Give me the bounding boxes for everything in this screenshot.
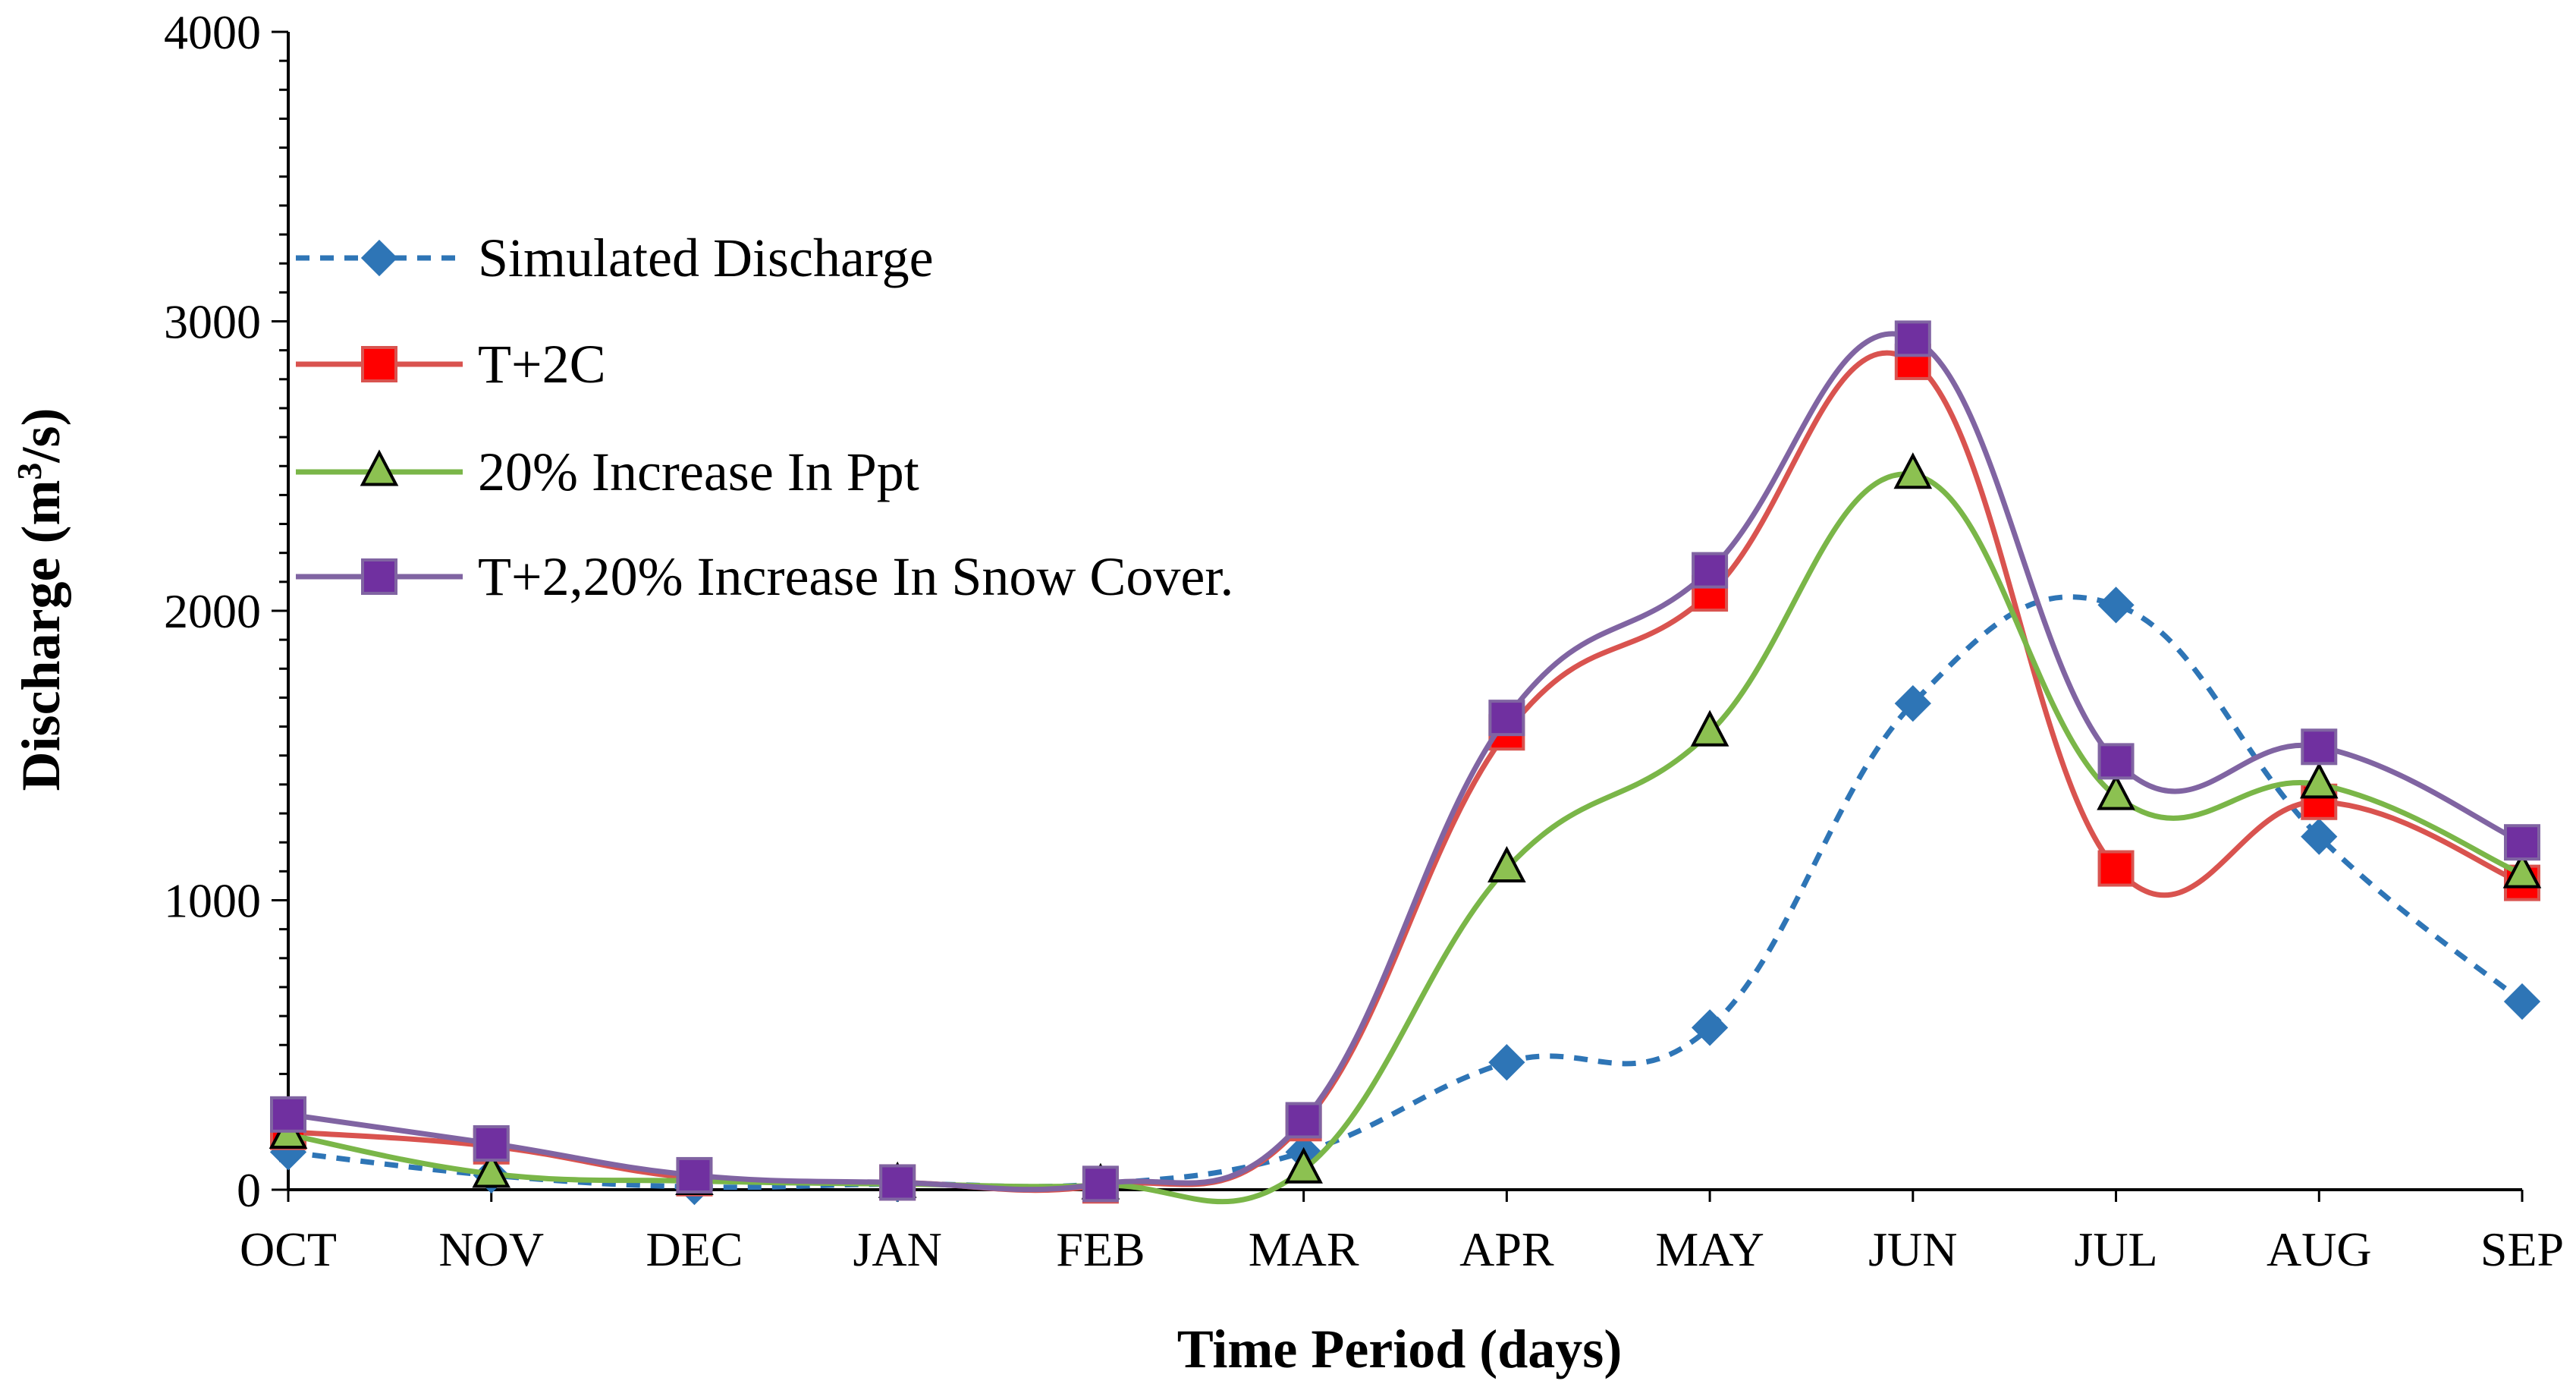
x-tick-label-jan: JAN (853, 1222, 942, 1276)
y-axis-title-main: Discharge (m (11, 480, 71, 791)
data-point-simulated-discharge-apr (1488, 1044, 1525, 1081)
data-point-t-2-20-increase-in-snow-cover-sep (2504, 824, 2540, 861)
legend-swatch-marker (361, 346, 397, 382)
legend-swatch-marker (360, 449, 399, 486)
data-point-20-increase-in-ppt-mar (1284, 1146, 1323, 1184)
data-point-t-2-20-increase-in-snow-cover-jan (879, 1164, 916, 1201)
data-point-20-increase-in-ppt-nov (472, 1151, 511, 1188)
data-point-t-2c-jul (2097, 850, 2135, 887)
data-point-20-increase-in-ppt-jun (1893, 452, 1933, 489)
x-tick-label-aug: AUG (2267, 1222, 2372, 1276)
data-point-simulated-discharge-aug (2301, 818, 2338, 855)
y-tick-label: 0 (237, 1163, 261, 1217)
data-point-t-2-20-increase-in-snow-cover-may (1692, 552, 1729, 589)
y-tick-label: 4000 (164, 5, 261, 59)
y-tick-labels: 0 1000 2000 3000 4000 (164, 5, 261, 1217)
x-tick-label-mar: MAR (1249, 1222, 1359, 1276)
x-tick-label-apr: APR (1459, 1222, 1554, 1276)
x-tick-labels: OCT NOV DEC JAN FEB MAR APR MAY JUN JUL AUG SEP (240, 1222, 2564, 1276)
data-point-20-increase-in-ppt-jul (2097, 773, 2135, 810)
y-tick-label: 3000 (164, 295, 261, 349)
y-tick-label: 1000 (164, 874, 261, 928)
series-t-2-20-increase-in-snow-cover (270, 320, 2540, 1203)
data-point-t-2-20-increase-in-snow-cover-dec (676, 1156, 713, 1194)
y-tick-label: 2000 (164, 584, 261, 638)
data-point-t-2-20-increase-in-snow-cover-apr (1488, 700, 1525, 737)
legend-item-t-2-20-increase-in-snow-cover: T+2,20% Increase In Snow Cover. (296, 546, 1233, 607)
data-point-20-increase-in-ppt-sep (2502, 851, 2542, 888)
x-axis-title: Time Period (days) (1177, 1319, 1623, 1379)
data-point-20-increase-in-ppt-may (1690, 709, 1729, 747)
legend-item-t-2c: T+2C (296, 334, 606, 395)
legend-label: T+2,20% Increase In Snow Cover. (478, 546, 1233, 607)
x-tick-label-nov: NOV (438, 1222, 544, 1276)
data-point-t-2-20-increase-in-snow-cover-mar (1285, 1102, 1322, 1139)
x-tick-label-jul: JUL (2074, 1222, 2157, 1276)
data-point-20-increase-in-ppt-apr (1487, 845, 1526, 883)
legend-label: T+2C (478, 334, 606, 395)
legend-swatch-marker (360, 239, 398, 277)
x-tick-label-feb: FEB (1056, 1222, 1145, 1276)
x-tick-label-sep: SEP (2480, 1222, 2564, 1276)
axes (272, 30, 2524, 1202)
data-point-simulated-discharge-jun (1894, 684, 1931, 722)
data-point-simulated-discharge-may (1691, 1009, 1729, 1046)
legend-label: 20% Increase In Ppt (478, 442, 919, 502)
x-tick-label-oct: OCT (240, 1222, 337, 1276)
y-axis-title-tail: /s) (11, 408, 71, 464)
series-group (269, 320, 2542, 1206)
data-point-t-2-20-increase-in-snow-cover-nov (473, 1124, 510, 1162)
legend: Simulated Discharge T+2C 20% Increase In P… (296, 228, 1233, 607)
data-point-t-2-20-increase-in-snow-cover-feb (1082, 1165, 1119, 1203)
data-point-t-2-20-increase-in-snow-cover-aug (2301, 728, 2338, 766)
legend-swatch-marker (361, 558, 397, 595)
data-point-simulated-discharge-sep (2503, 983, 2541, 1021)
y-axis-title: Discharge (m3/s) (10, 408, 71, 791)
data-point-t-2-20-increase-in-snow-cover-jun (1894, 320, 1931, 357)
x-tick-label-jun: JUN (1868, 1222, 1957, 1276)
y-axis-title-superscript: 3 (10, 463, 49, 480)
x-tick-label-dec: DEC (646, 1222, 743, 1276)
x-tick-label-may: MAY (1655, 1222, 1764, 1276)
data-point-simulated-discharge-jul (2097, 587, 2135, 624)
data-point-t-2-20-increase-in-snow-cover-oct (270, 1096, 306, 1133)
series-simulated-discharge (269, 587, 2541, 1206)
legend-label: Simulated Discharge (478, 228, 934, 288)
data-point-20-increase-in-ppt-aug (2299, 762, 2339, 799)
data-point-t-2-20-increase-in-snow-cover-jul (2097, 743, 2135, 780)
legend-item-20-increase-in-ppt: 20% Increase In Ppt (296, 442, 919, 502)
legend-item-simulated-discharge: Simulated Discharge (296, 228, 934, 288)
